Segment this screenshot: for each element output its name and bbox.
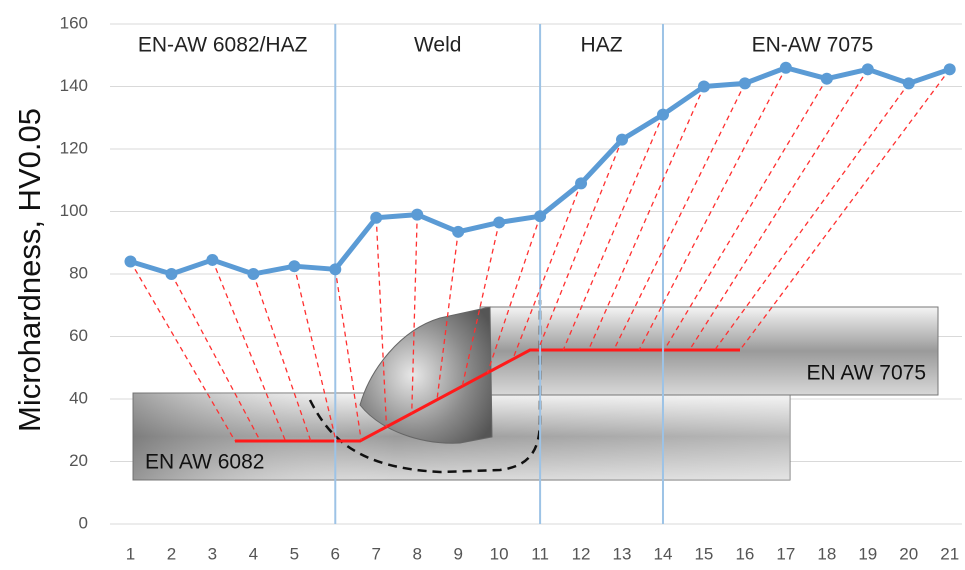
connector (613, 83, 746, 351)
data-point (165, 268, 178, 280)
data-point (534, 210, 547, 223)
x-tick-label: 13 (613, 544, 632, 563)
data-point (493, 216, 506, 229)
data-point (124, 255, 137, 268)
connector (211, 259, 287, 442)
overlay: EN-AW 6082/HAZ Weld HAZ EN-AW 7075 (124, 24, 956, 524)
x-tick-label: 17 (776, 544, 795, 563)
x-tick-label: 2 (167, 544, 176, 563)
y-axis-title: Microhardness, HV0.05 (12, 108, 47, 432)
plate-label: EN AW 6082 (145, 451, 264, 474)
connector (688, 68, 869, 351)
data-point (820, 72, 833, 85)
x-tick-label: 5 (290, 544, 299, 563)
connector (638, 67, 787, 351)
connector (411, 214, 418, 414)
connector (252, 273, 312, 442)
y-tick-label: 120 (60, 138, 88, 157)
y-tick-label: 100 (60, 201, 88, 220)
zone-label: EN-AW 6082/HAZ (138, 34, 308, 57)
x-tick-label: 4 (249, 544, 258, 563)
x-tick-label: 12 (572, 544, 591, 563)
data-point (411, 208, 424, 221)
data-point (329, 263, 342, 276)
data-point (206, 253, 219, 266)
measurement-path (235, 348, 740, 443)
x-tick-label: 8 (412, 544, 421, 563)
x-tick-label: 14 (654, 544, 673, 563)
connector (512, 183, 582, 360)
connector (587, 86, 705, 351)
data-point (697, 80, 710, 93)
connector (461, 222, 500, 387)
data-point (452, 225, 465, 238)
data-point (943, 63, 956, 76)
connector (537, 139, 623, 351)
zone-label: Weld (414, 34, 461, 57)
y-tick-label: 160 (60, 13, 88, 32)
x-tick-label: 3 (208, 544, 217, 563)
connector (375, 217, 388, 427)
data-point (616, 133, 629, 146)
weld-diagram: EN AW 6082 EN AW 7075 (132, 300, 939, 481)
weld-bead (359, 306, 493, 444)
x-tick-label: 18 (817, 544, 836, 563)
connector (663, 78, 828, 351)
connector (436, 231, 459, 400)
connector (293, 266, 337, 442)
y-tick-label: 40 (69, 388, 88, 407)
y-tick-label: 20 (69, 451, 88, 470)
connector (562, 114, 664, 351)
haz-boundary (308, 300, 542, 474)
x-tick-label: 7 (372, 544, 381, 563)
data-point (370, 211, 383, 224)
data-point (902, 77, 915, 90)
x-tick-label: 9 (453, 544, 462, 563)
data-point (779, 61, 792, 74)
data-point (575, 177, 588, 190)
data-point (288, 260, 301, 273)
y-tick-label: 140 (60, 76, 88, 95)
connector (486, 215, 541, 373)
data-point (656, 108, 669, 121)
y-tick-label: 60 (69, 326, 88, 345)
x-tick-label: 6 (331, 544, 340, 563)
plate-label: EN AW 7075 (807, 362, 926, 385)
connector (170, 273, 261, 442)
x-tick-label: 21 (940, 544, 959, 563)
connector (129, 261, 236, 442)
x-tick-label: 11 (531, 544, 549, 563)
connector (739, 68, 951, 351)
connector (334, 269, 362, 441)
zone-label: EN-AW 7075 (752, 34, 874, 57)
data-point (861, 63, 874, 76)
data-point (247, 268, 260, 280)
x-tick-label: 16 (735, 544, 754, 563)
x-tick-label: 19 (858, 544, 877, 563)
y-tick-label: 80 (69, 263, 88, 282)
zone-label: HAZ (581, 34, 623, 57)
y-tick-label: 0 (79, 513, 88, 532)
connector (714, 82, 910, 351)
data-point (738, 77, 751, 90)
x-tick-label: 20 (899, 544, 918, 563)
x-tick-label: 1 (126, 544, 135, 563)
x-tick-label: 10 (490, 544, 509, 563)
x-tick-label: 15 (694, 544, 713, 563)
